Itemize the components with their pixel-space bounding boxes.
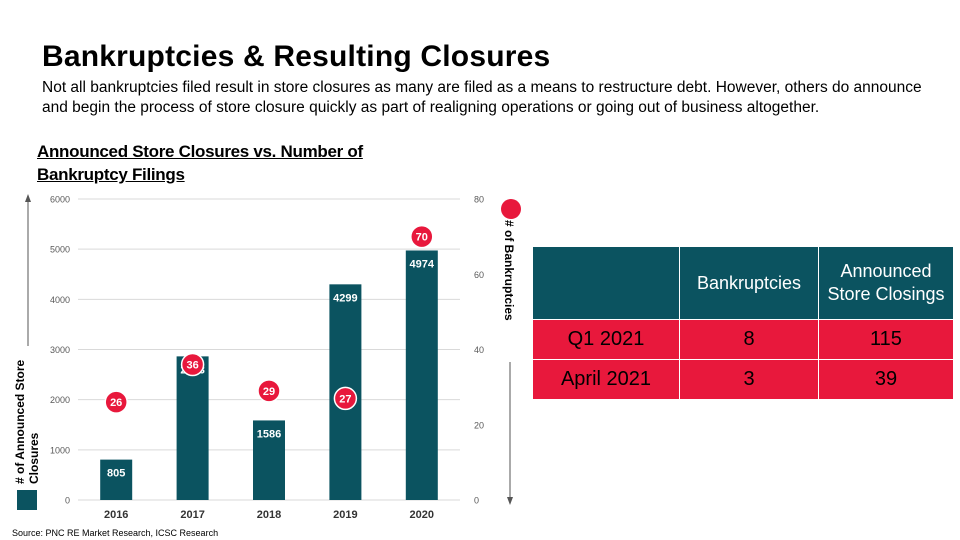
y2-tick-label: 0 [474,496,479,506]
y-tick-label: 0 [65,496,70,506]
y-tick-label: 2000 [50,395,70,405]
bankruptcy-marker [257,379,281,403]
row-closings: 115 [818,319,954,360]
source-note: Source: PNC RE Market Research, ICSC Res… [12,528,219,538]
y-tick-label: 5000 [50,245,70,255]
table-row: April 2021 3 39 [532,359,954,400]
bankruptcy-marker [180,352,205,377]
bankruptcy-markers: 26 36 29 27 70 [104,224,434,414]
row-bankruptcies: 8 [679,319,819,360]
bankruptcy-marker [104,390,128,414]
legend-marker-swatch [501,199,521,219]
row-closings: 39 [818,359,954,400]
y2-tick-label: 40 [474,345,484,355]
y-tick-label: 6000 [50,195,70,205]
table-header-closings: Announced Store Closings [818,246,954,320]
bar [253,420,285,500]
legend-bar-swatch [17,490,37,510]
bar [100,459,133,500]
x-axis-ticks: 2016 2017 2018 2019 2020 [104,509,434,521]
marker-data-label: 29 [263,386,275,398]
y-tick-label: 1000 [50,445,70,455]
x-tick-label: 2020 [410,509,434,521]
row-label: April 2021 [532,359,680,400]
left-arrow-head [25,194,31,202]
table-row: Q1 2021 8 115 [532,319,954,360]
y2-axis-title: # of Bankruptcies [502,220,516,321]
marker-data-label: 27 [339,393,351,405]
bar-series: 8052863158642994974 [100,250,438,500]
y-tick-label: 3000 [50,345,70,355]
y2-tick-label: 80 [474,195,484,205]
chart-title: Announced Store Closures vs. Number of B… [37,142,363,184]
marker-data-label: 36 [186,360,198,372]
y-tick-label: 4000 [50,295,70,305]
left-axis-ticks: 0 1000 2000 3000 4000 5000 6000 [50,195,70,506]
y2-tick-label: 60 [474,270,484,280]
table-header-row: Bankruptcies Announced Store Closings [532,246,954,320]
x-tick-label: 2019 [333,509,357,521]
bar-data-label: 4299 [333,292,357,304]
bar [176,356,209,500]
closings-header-text: Announced Store Closings [827,261,945,304]
bar-data-label: 1586 [257,428,281,440]
y-axis-title: # of Announced StoreClosures [13,359,41,484]
y2-tick-label: 20 [474,420,484,430]
bar-data-label: 4974 [410,258,435,270]
bankruptcy-marker [333,386,358,411]
slide-title: Bankruptcies & Resulting Closures [42,40,551,73]
bar-data-label: 805 [107,468,125,480]
row-bankruptcies: 3 [679,359,819,400]
x-tick-label: 2016 [104,509,128,521]
marker-data-label: 26 [110,397,122,409]
bankruptcy-marker [410,224,434,249]
axis-arrows [25,194,513,505]
slide-subtitle: Not all bankruptcies filed result in sto… [42,79,922,116]
right-axis-ticks: 0 20 40 60 80 [474,195,484,506]
bar [405,250,438,500]
row-label: Q1 2021 [532,319,680,360]
x-tick-label: 2018 [257,509,281,521]
marker-data-label: 70 [416,232,428,244]
x-tick-label: 2017 [180,509,204,521]
right-arrow-head [507,497,513,505]
table-header-empty [532,246,680,320]
table-header-bankruptcies: Bankruptcies [679,246,819,320]
summary-table: Bankruptcies Announced Store Closings Q1… [532,246,954,400]
